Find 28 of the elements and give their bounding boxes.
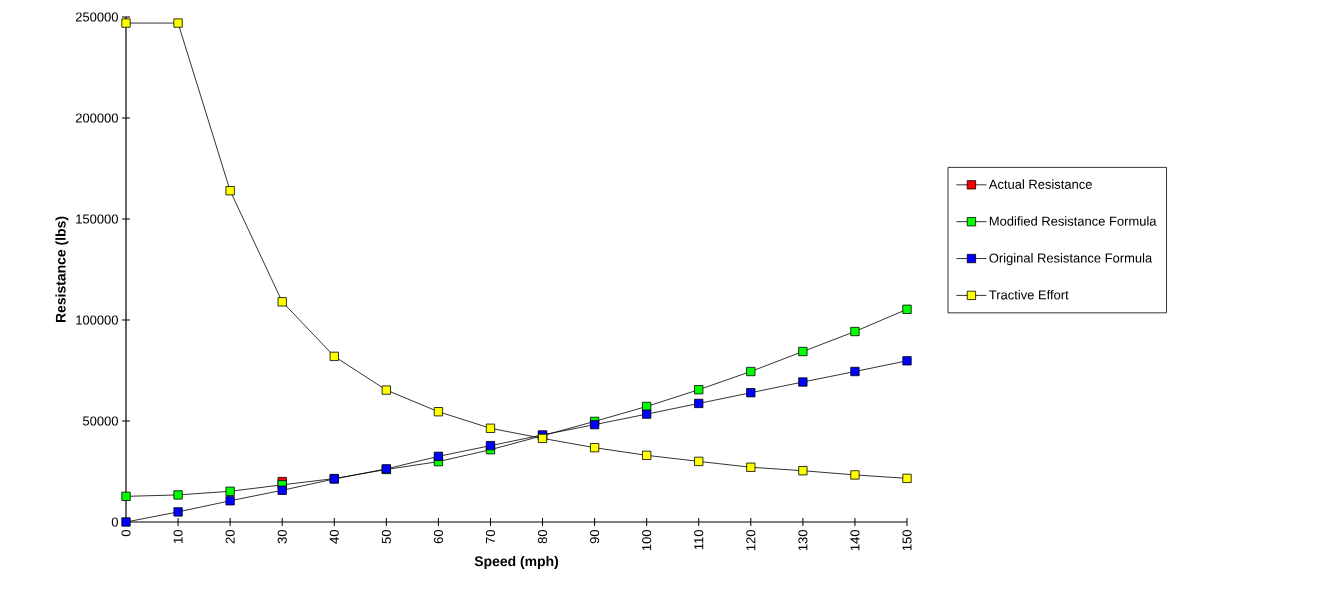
y-tick-label: 50000 — [82, 416, 118, 426]
x-tick-label: 70 — [485, 530, 496, 544]
x-tick-label: 120 — [746, 530, 756, 551]
x-axis-title: Speed (mph) — [474, 555, 559, 569]
y-tick-label: 250000 — [75, 12, 118, 22]
y-tick-label: 200000 — [75, 113, 118, 123]
y-tick-label: 100000 — [76, 315, 118, 325]
legend-label: Actual Resistance — [988, 179, 1092, 189]
x-tick-label: 150 — [902, 530, 912, 551]
x-tick-label: 130 — [798, 530, 808, 551]
x-tick-label: 0 — [121, 530, 131, 537]
legend-label: Modified Resistance Formula — [989, 216, 1157, 226]
x-tick-label: 140 — [850, 530, 860, 551]
x-tick-label: 80 — [537, 530, 548, 544]
x-tick-label: 60 — [433, 530, 443, 544]
x-tick-label: 40 — [329, 530, 339, 544]
x-tick-label: 110 — [694, 530, 704, 550]
x-tick-label: 20 — [225, 530, 235, 544]
legend-label: Original Resistance Formula — [989, 253, 1153, 266]
y-tick-label: 150000 — [76, 214, 118, 224]
x-tick-label: 10 — [173, 530, 183, 543]
x-tick-label: 100 — [642, 530, 652, 551]
x-tick-label: 50 — [381, 530, 391, 544]
y-tick-label: 0 — [111, 517, 118, 527]
x-tick-label: 90 — [590, 530, 600, 544]
y-axis-title: Resistance (lbs) — [55, 216, 69, 323]
x-tick-label: 30 — [277, 530, 287, 544]
legend-label: Tractive Effort — [989, 289, 1069, 300]
